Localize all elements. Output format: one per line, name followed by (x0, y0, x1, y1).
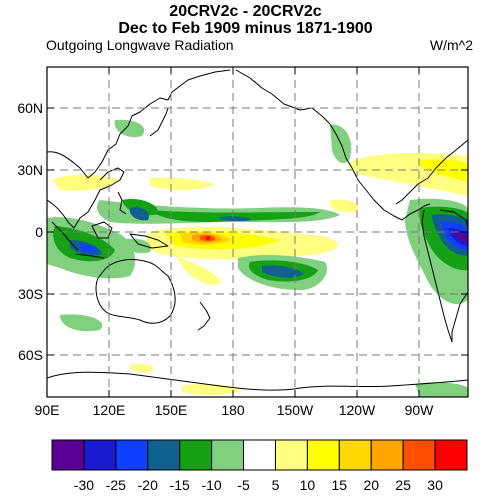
title-line-2: Dec to Feb 1909 minus 1871-1900 (118, 20, 373, 37)
colorbar-swatch (338, 439, 372, 471)
x-tick-150w: 150W (277, 402, 314, 418)
asia-coast (47, 69, 231, 179)
colorbar-swatch (179, 439, 213, 471)
x-tick-90w: 90W (405, 402, 435, 418)
coastlines (47, 69, 468, 391)
colorbar-label: -20 (138, 477, 158, 493)
alaska-coast (235, 69, 331, 125)
y-axis-labels: 60N 30N 0 30S 60S (17, 100, 43, 363)
south-america-east (439, 209, 468, 342)
y-tick-30s: 30S (18, 286, 43, 302)
south-america-west (421, 209, 453, 343)
colorbar-swatch (211, 439, 245, 471)
strong-negative-regions (70, 207, 468, 278)
colorbar-label: -10 (201, 477, 221, 493)
java (75, 253, 105, 259)
x-axis-labels: 90E 120E 150E 180 150W 120W 90W (35, 402, 435, 418)
north-america-east (395, 139, 468, 205)
colorbar-swatch (434, 439, 468, 471)
central-america (401, 203, 431, 221)
colorbar-label: 15 (332, 477, 348, 493)
antarctica (47, 371, 468, 391)
colorbar-swatch (370, 439, 404, 471)
y-tick-0: 0 (35, 224, 43, 240)
colorbar-label: -15 (170, 477, 190, 493)
title-line-1: 20CRV2c - 20CRV2c (169, 3, 322, 20)
colorbar: -30 -25 -20 -15 -10 -5 5 10 15 20 25 30 (51, 439, 468, 493)
se-asia-coast (47, 167, 125, 229)
tick-marks (46, 67, 468, 397)
colorbar-swatch (83, 439, 117, 471)
sumatra (51, 221, 79, 251)
x-tick-90e: 90E (35, 402, 60, 418)
lat-lon-grid (47, 67, 468, 397)
colorbar-label: -25 (106, 477, 126, 493)
variable-label: Outgoing Longwave Radiation (46, 37, 234, 53)
colorbar-swatch (51, 439, 85, 471)
colorbar-swatch (115, 439, 149, 471)
borneo (91, 221, 113, 239)
colorbar-label: 10 (300, 477, 316, 493)
new-zealand (197, 301, 211, 331)
colorbar-label: 25 (395, 477, 411, 493)
colorbar-label: -30 (74, 477, 94, 493)
philippines (117, 191, 127, 215)
colorbar-label: 30 (427, 477, 443, 493)
y-tick-60n: 60N (17, 100, 43, 116)
strong-positive-core (180, 232, 232, 245)
colorbar-label: 20 (363, 477, 379, 493)
colorbar-swatch (243, 439, 276, 471)
x-tick-120w: 120W (339, 402, 376, 418)
colorbar-swatch (402, 439, 436, 471)
anomaly-field (47, 119, 468, 397)
x-tick-150e: 150E (155, 402, 188, 418)
y-tick-30n: 30N (17, 162, 43, 178)
australia (95, 259, 176, 324)
x-tick-180: 180 (221, 402, 245, 418)
colorbar-label: -5 (237, 477, 250, 493)
x-tick-120e: 120E (93, 402, 126, 418)
colorbar-swatch (274, 439, 308, 471)
north-america-west-coast (329, 123, 403, 221)
units-label: W/m^2 (429, 37, 473, 53)
y-tick-60s: 60S (18, 347, 43, 363)
colorbar-label: 5 (272, 477, 280, 493)
japan (149, 107, 169, 137)
new-guinea (129, 233, 169, 249)
colorbar-swatch (306, 439, 340, 471)
colorbar-swatch (147, 439, 181, 471)
